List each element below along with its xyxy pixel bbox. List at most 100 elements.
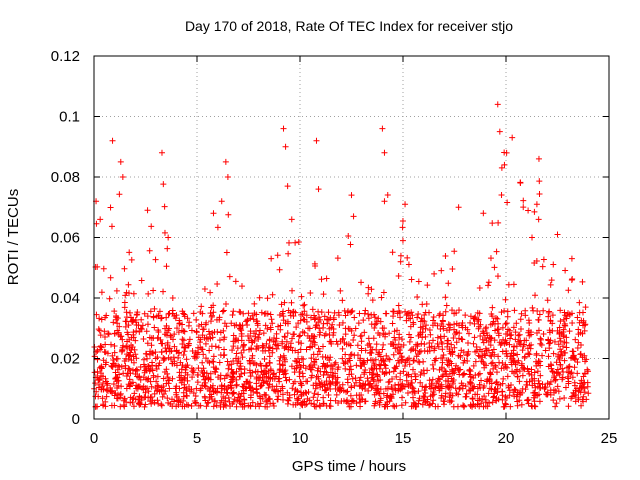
data-point [502, 363, 509, 370]
data-point [577, 342, 584, 349]
data-point [540, 256, 547, 263]
data-point [125, 381, 132, 388]
data-point [326, 374, 333, 381]
data-point [504, 313, 511, 320]
data-point [436, 366, 443, 373]
data-point [536, 398, 543, 405]
data-point [578, 377, 585, 384]
data-point [302, 389, 309, 396]
data-point [233, 336, 240, 343]
data-point [321, 387, 328, 394]
data-point [284, 330, 291, 337]
data-point [256, 294, 263, 301]
data-point [394, 310, 401, 317]
data-point [148, 400, 155, 407]
data-point [451, 310, 458, 317]
data-point [323, 378, 330, 385]
data-point [221, 351, 228, 358]
data-point [192, 400, 199, 407]
data-point [97, 332, 104, 339]
data-point [180, 393, 187, 400]
data-point [389, 249, 396, 256]
data-point [243, 379, 250, 386]
data-point [409, 312, 416, 319]
data-point [199, 382, 206, 389]
data-point [122, 323, 129, 330]
data-point [480, 403, 487, 410]
data-point [203, 334, 210, 341]
data-point [519, 347, 526, 354]
data-point [383, 352, 390, 359]
data-point [295, 339, 302, 346]
data-point [506, 392, 513, 399]
data-point [547, 339, 554, 346]
data-point [572, 336, 579, 343]
data-point [253, 346, 260, 353]
data-point [185, 402, 192, 409]
data-point [131, 346, 138, 353]
data-point [247, 392, 254, 399]
data-point [481, 393, 488, 400]
data-point [382, 310, 389, 317]
data-point [153, 378, 160, 385]
data-point [518, 310, 525, 317]
data-point [163, 366, 170, 373]
data-point [557, 361, 564, 368]
data-point [247, 403, 254, 410]
data-point [479, 396, 486, 403]
data-point [229, 390, 236, 397]
data-point [330, 316, 337, 323]
data-point [572, 398, 579, 405]
data-point [266, 381, 273, 388]
data-point [182, 363, 189, 370]
data-point [161, 229, 168, 236]
data-point [494, 101, 501, 108]
data-point [391, 364, 398, 371]
data-point [240, 310, 247, 317]
data-point [357, 374, 364, 381]
data-point [443, 357, 450, 364]
data-point [403, 357, 410, 364]
data-point [247, 373, 254, 380]
data-point [443, 327, 450, 334]
data-point [188, 403, 195, 410]
data-point [391, 403, 398, 410]
data-point [162, 325, 169, 332]
data-point [190, 389, 197, 396]
data-point [121, 357, 128, 364]
data-point [207, 289, 214, 296]
data-point [471, 334, 478, 341]
data-point [483, 337, 490, 344]
data-point [254, 322, 261, 329]
data-point [224, 389, 231, 396]
data-point [126, 376, 133, 383]
data-point [405, 315, 412, 322]
data-point [377, 353, 384, 360]
data-point [145, 362, 152, 369]
data-point [162, 388, 169, 395]
data-point [140, 374, 147, 381]
data-point [381, 361, 388, 368]
data-point [290, 401, 297, 408]
data-point [399, 218, 406, 225]
data-point [370, 370, 377, 377]
data-point [423, 322, 430, 329]
data-point [487, 321, 494, 328]
data-point [566, 363, 573, 370]
data-point [311, 400, 318, 407]
data-point [193, 329, 200, 336]
data-point [122, 292, 129, 299]
data-point [209, 334, 216, 341]
data-point [155, 400, 162, 407]
data-point [371, 314, 378, 321]
data-point [222, 158, 229, 165]
data-point [500, 403, 507, 410]
data-point [358, 332, 365, 339]
data-point [485, 282, 492, 289]
data-point [96, 377, 103, 384]
data-point [237, 363, 244, 370]
data-point [484, 332, 491, 339]
data-point [218, 198, 225, 205]
data-point [189, 348, 196, 355]
data-point [175, 396, 182, 403]
